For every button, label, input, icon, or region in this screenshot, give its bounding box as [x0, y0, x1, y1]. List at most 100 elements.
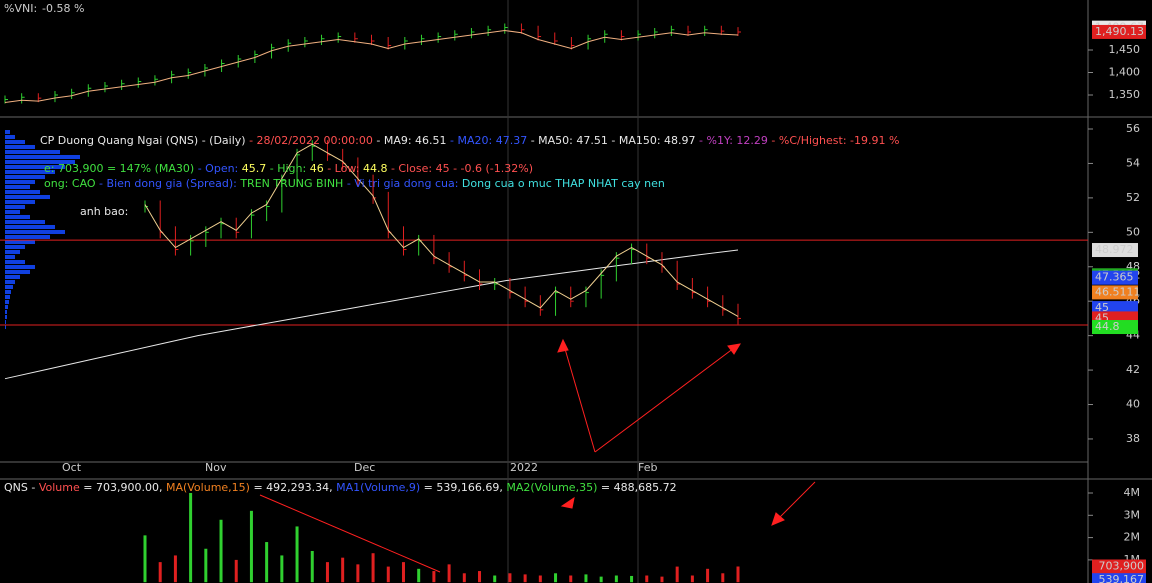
price-tag	[1092, 243, 1138, 258]
volume-profile	[5, 270, 30, 274]
index-change: -0.58 %	[42, 2, 84, 15]
volume-profile	[5, 180, 35, 184]
volume-profile	[5, 250, 20, 254]
volume-profile	[5, 220, 45, 224]
annotation-arrows	[259, 338, 816, 573]
y-tick-label: 52	[1126, 191, 1140, 204]
y-tick-label: 50	[1126, 225, 1140, 238]
y-tick-label: 2M	[1124, 531, 1141, 544]
info-line-part: - Low:	[324, 162, 363, 175]
info-line-part: - Open:	[194, 162, 242, 175]
volume-bar	[204, 548, 208, 583]
volume-bar	[219, 519, 223, 583]
y-tick-label: 1,350	[1109, 88, 1141, 101]
volume-bar	[265, 542, 269, 583]
volume-header-part: MA(Volume,15)	[166, 481, 250, 494]
volume-profile	[5, 230, 65, 234]
info-line-part: 46	[310, 162, 324, 175]
volume-bar	[234, 559, 238, 583]
volume-bar	[630, 575, 634, 583]
volume-bar	[341, 557, 345, 583]
volume-profile	[5, 300, 9, 304]
volume-profile	[5, 170, 55, 174]
info-line-part: CP Duong Quang Ngai (QNS) - (Daily)	[40, 134, 246, 147]
info-line-part: - Vi tri gia dong cua:	[343, 177, 462, 190]
info-line-part: - %C/Highest: -19.91 %	[768, 134, 900, 147]
volume-profile	[5, 150, 60, 154]
volume-bar	[538, 575, 542, 583]
volume-profile	[5, 280, 15, 284]
y-tick-label: 38	[1126, 432, 1140, 445]
volume-header-part: = 703,900.00,	[80, 481, 166, 494]
volume-profile	[5, 195, 50, 199]
x-tick-label: Oct	[62, 461, 82, 474]
price-tag	[1092, 320, 1138, 335]
volume-bar	[584, 574, 588, 583]
volume-bar	[447, 564, 451, 583]
volume-bar	[401, 562, 405, 583]
volume-profile	[5, 130, 10, 134]
volume-bar	[386, 566, 390, 583]
volume-profile	[5, 210, 20, 214]
y-tick-label: 40	[1126, 398, 1140, 411]
volume-profile	[5, 260, 25, 264]
volume-profile	[5, 290, 11, 294]
price-tag	[1092, 270, 1138, 285]
y-tick-label: 1,450	[1109, 43, 1141, 56]
volume-header-part: MA1(Volume,9)	[336, 481, 420, 494]
info-line: CP Duong Quang Ngai (QNS) - (Daily) - 28…	[40, 134, 899, 147]
volume-bar	[554, 573, 558, 583]
ma9-line	[144, 143, 739, 317]
volume-profile	[5, 190, 40, 194]
info-line-part: TREN TRUNG BINH	[239, 177, 343, 190]
info-line-part: 45.7	[242, 162, 267, 175]
price-tag	[1092, 24, 1146, 39]
volume-profile	[5, 315, 7, 319]
y-tick-label: 3M	[1124, 508, 1141, 521]
volume-bar	[432, 571, 436, 583]
price-tag-label: 47.365	[1095, 271, 1134, 284]
volume-bar	[645, 575, 649, 583]
volume-bar	[417, 568, 421, 583]
volume-bar	[599, 576, 603, 583]
info-line-part: e: 703,900 = 147% (MA30)	[44, 162, 194, 175]
price-tag	[1092, 573, 1146, 583]
volume-header-part: Volume	[39, 481, 80, 494]
volume-bar	[143, 535, 147, 583]
volume-bar	[158, 562, 162, 583]
volume-bar	[523, 574, 527, 583]
volume-bar	[721, 573, 725, 583]
volume-profile	[5, 185, 30, 189]
volume-bar	[462, 573, 466, 583]
volume-profile	[5, 305, 8, 309]
price-tag-label: 48.972	[1095, 243, 1134, 256]
volume-profile	[5, 235, 50, 239]
price-tag-label: 44.8	[1095, 320, 1120, 333]
volume-profile	[5, 325, 6, 329]
volume-bar	[569, 575, 573, 583]
info-line-part: - Close: 45 - -0.6 (-1.32%)	[387, 162, 533, 175]
info-line-part: - MA150: 48.97	[608, 134, 696, 147]
volume-profile	[5, 245, 25, 249]
volume-bar	[508, 573, 512, 583]
volume-profile	[5, 225, 55, 229]
volume-profile	[5, 310, 7, 314]
volume-header-part: QNS -	[4, 481, 39, 494]
volume-profile	[5, 160, 75, 164]
price-tag	[1092, 559, 1146, 574]
info-line: e: 703,900 = 147% (MA30) - Open: 45.7 - …	[44, 162, 533, 175]
volume-profile	[5, 145, 35, 149]
volume-header-part: = 492,293.34,	[250, 481, 336, 494]
price-tag-label: 46.5111	[1095, 285, 1141, 298]
price-tag-label: 539,167	[1099, 573, 1145, 583]
info-line-part: - MA20: 47.37	[447, 134, 528, 147]
volume-bar	[280, 555, 284, 583]
info-line-part: 44.8	[363, 162, 388, 175]
volume-bar	[660, 576, 664, 583]
volume-profile	[5, 205, 25, 209]
ma150-line	[4, 249, 739, 380]
info-line-part: - MA50: 47.51	[527, 134, 608, 147]
